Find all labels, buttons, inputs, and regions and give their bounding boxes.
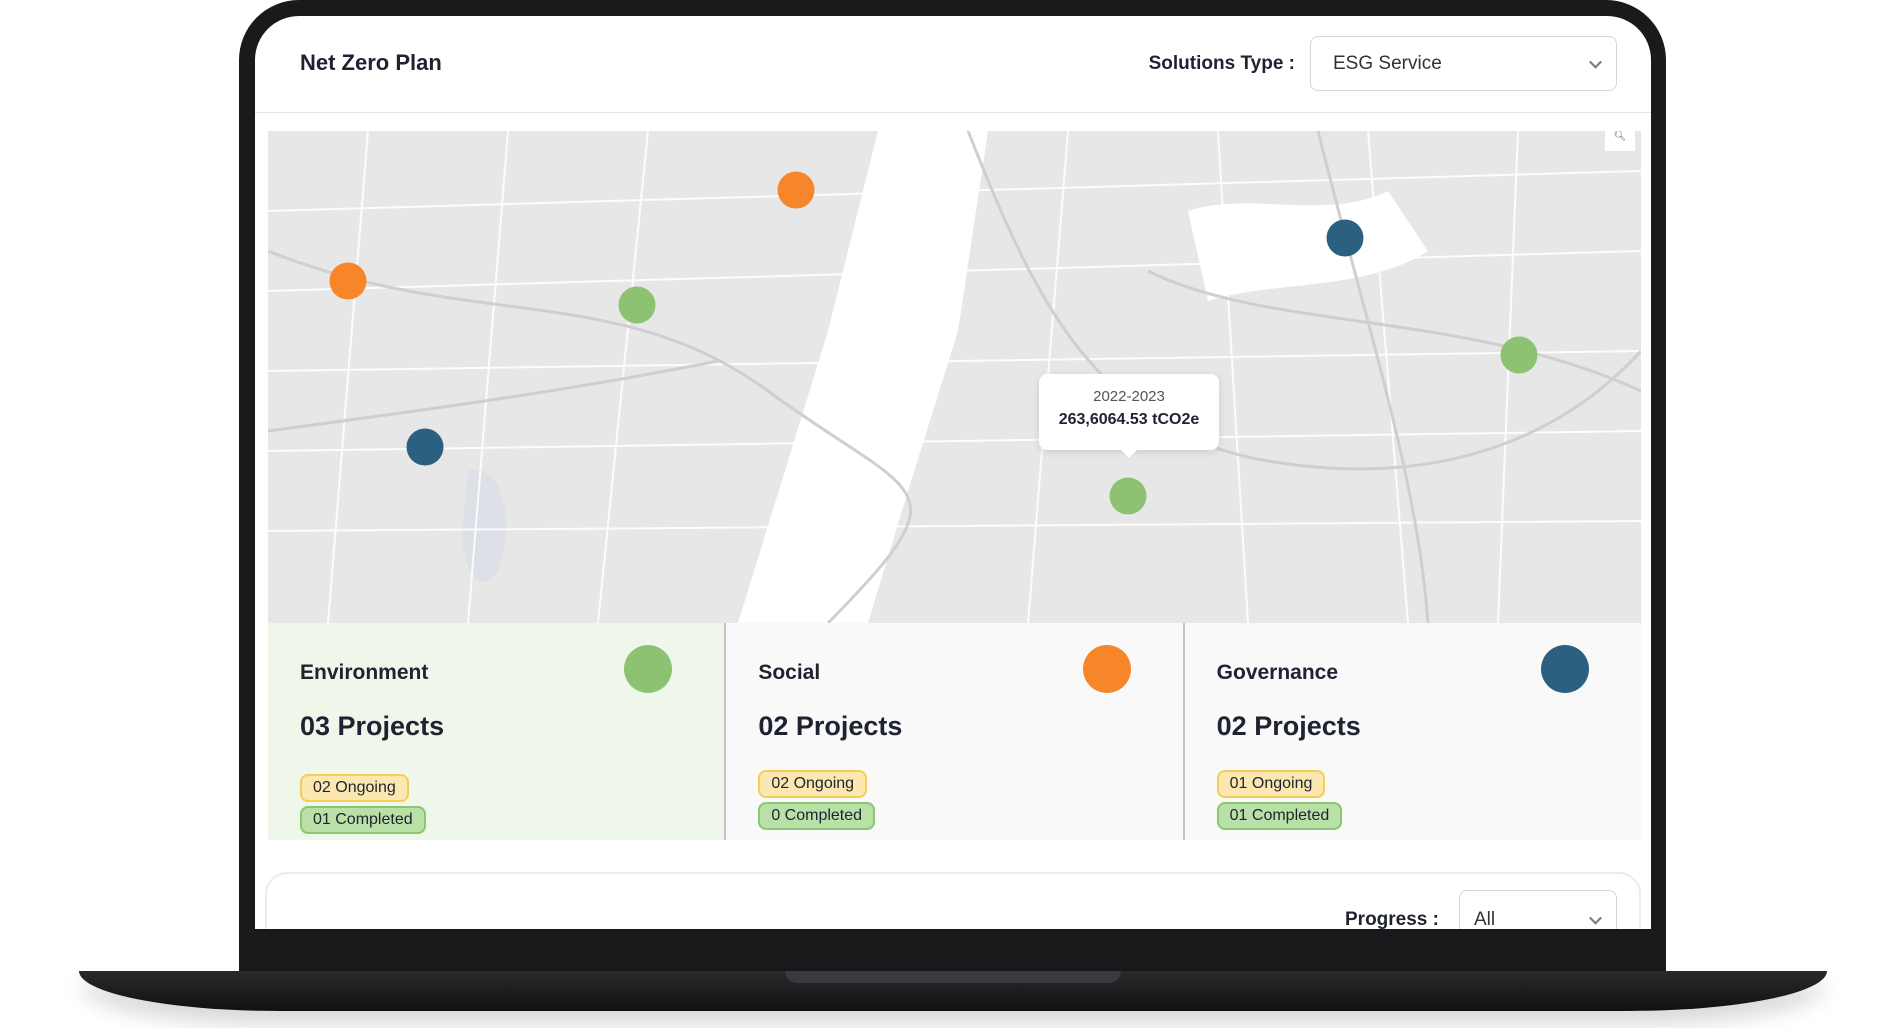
progress-value: All xyxy=(1474,909,1496,929)
completed-badge: 0 Completed xyxy=(758,802,876,830)
category-color-dot xyxy=(624,645,673,693)
map-marker-environment[interactable] xyxy=(1500,336,1538,374)
solutions-type-value: ESG Service xyxy=(1333,52,1442,74)
map-marker-social[interactable] xyxy=(329,262,367,300)
solutions-type-select[interactable]: ESG Service xyxy=(1310,36,1617,91)
ongoing-badge: 02 Ongoing xyxy=(300,774,409,802)
progress-panel xyxy=(265,872,1641,929)
category-cards: Environment 03 Projects 02 Ongoing 01 Co… xyxy=(268,623,1641,840)
card-environment[interactable]: Environment 03 Projects 02 Ongoing 01 Co… xyxy=(268,623,725,840)
completed-badge: 01 Completed xyxy=(300,806,426,834)
completed-badge: 01 Completed xyxy=(1216,802,1343,830)
card-title: Social xyxy=(758,661,821,684)
tooltip-value: 263,6064.53 tCO2e xyxy=(1058,411,1200,428)
map-background xyxy=(268,131,1641,623)
solutions-type-label: Solutions Type : xyxy=(1148,53,1295,74)
app-screen: Net Zero Plan Solutions Type : ESG Servi… xyxy=(255,16,1651,929)
progress-label: Progress : xyxy=(1345,909,1439,929)
laptop-notch xyxy=(785,971,1121,983)
card-title: Governance xyxy=(1216,661,1339,684)
map-marker-governance[interactable] xyxy=(1326,219,1364,257)
project-count: 03 Projects xyxy=(300,711,445,741)
ongoing-badge: 02 Ongoing xyxy=(758,770,868,798)
search-icon[interactable]: 🔍︎ xyxy=(1605,131,1635,151)
project-count: 02 Projects xyxy=(758,711,903,741)
map-tooltip: 2022-2023 263,6064.53 tCO2e xyxy=(1039,374,1219,458)
map[interactable]: 🔍︎ 2022-2023 263,6064.53 tCO2e xyxy=(268,131,1641,623)
laptop-base xyxy=(79,971,1827,1011)
card-social[interactable]: Social 02 Projects 02 Ongoing 0 Complete… xyxy=(724,623,1182,840)
project-count: 02 Projects xyxy=(1216,711,1361,741)
map-marker-environment[interactable] xyxy=(618,286,656,324)
map-marker-social[interactable] xyxy=(777,171,815,209)
chevron-down-icon xyxy=(1589,55,1602,69)
header-divider xyxy=(255,112,1651,113)
ongoing-badge: 01 Ongoing xyxy=(1216,770,1326,798)
map-marker-governance[interactable] xyxy=(406,428,444,466)
progress-select[interactable]: All xyxy=(1459,890,1617,929)
category-color-dot xyxy=(1082,645,1131,693)
tooltip-period: 2022-2023 xyxy=(1093,388,1165,405)
page-title: Net Zero Plan xyxy=(300,50,442,75)
chevron-down-icon xyxy=(1589,911,1602,925)
card-title: Environment xyxy=(300,661,429,684)
category-color-dot xyxy=(1540,645,1589,693)
card-governance[interactable]: Governance 02 Projects 01 Ongoing 01 Com… xyxy=(1182,623,1641,840)
map-marker-environment[interactable] xyxy=(1109,477,1147,515)
